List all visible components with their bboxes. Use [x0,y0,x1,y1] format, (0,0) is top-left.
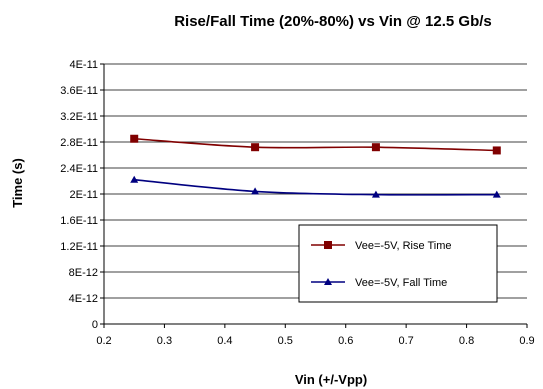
x-tick-label: 0.9 [519,335,534,347]
legend-box [298,224,498,303]
legend-marker-1 [324,241,332,249]
x-tick-label: 0.2 [96,335,111,347]
x-tick-label: 0.3 [157,335,172,347]
series-1-point [371,143,380,152]
y-tick-label: 3.6E-11 [60,85,98,97]
legend: Vee=-5V, Rise Time Vee=-5V, Fall Time [298,224,498,303]
legend-label-1: Vee=-5V, Rise Time [355,240,452,252]
y-axis-title: Time (s) [10,158,25,208]
series-line-1 [134,137,497,152]
y-tick-label: 1.2E-11 [60,241,98,253]
series-2-point [371,190,380,198]
y-tick-label: 2.8E-11 [60,137,98,149]
legend-label-2: Vee=-5V, Fall Time [355,277,447,289]
series-2-point [251,187,260,195]
legend-marker-2 [324,278,332,285]
series-1-point [130,134,139,143]
x-tick-label: 0.4 [217,335,232,347]
series-1-point [251,143,260,152]
y-tick-label: 3.2E-11 [60,111,98,123]
y-tick-label: 2E-11 [69,189,98,201]
series-line-2 [134,178,497,196]
y-tick-label: 8E-12 [69,267,98,279]
x-axis-title: Vin (+/-Vpp) [295,372,367,387]
x-tick-label: 0.5 [278,335,293,347]
x-tick-label: 0.6 [338,335,353,347]
chart-title: Rise/Fall Time (20%-80%) vs Vin @ 12.5 G… [174,13,492,30]
y-tick-label: 2.4E-11 [60,163,98,175]
x-tick-label: 0.7 [398,335,413,347]
y-tick-label: 1.6E-11 [60,215,98,227]
series-2-point [130,175,139,183]
y-tick-label: 0 [92,319,98,331]
y-tick-label: 4E-12 [69,293,98,305]
series-2-point [492,190,501,198]
x-tick-label: 0.8 [459,335,474,347]
y-tick-label: 4E-11 [69,59,98,71]
series-1-point [492,146,501,155]
